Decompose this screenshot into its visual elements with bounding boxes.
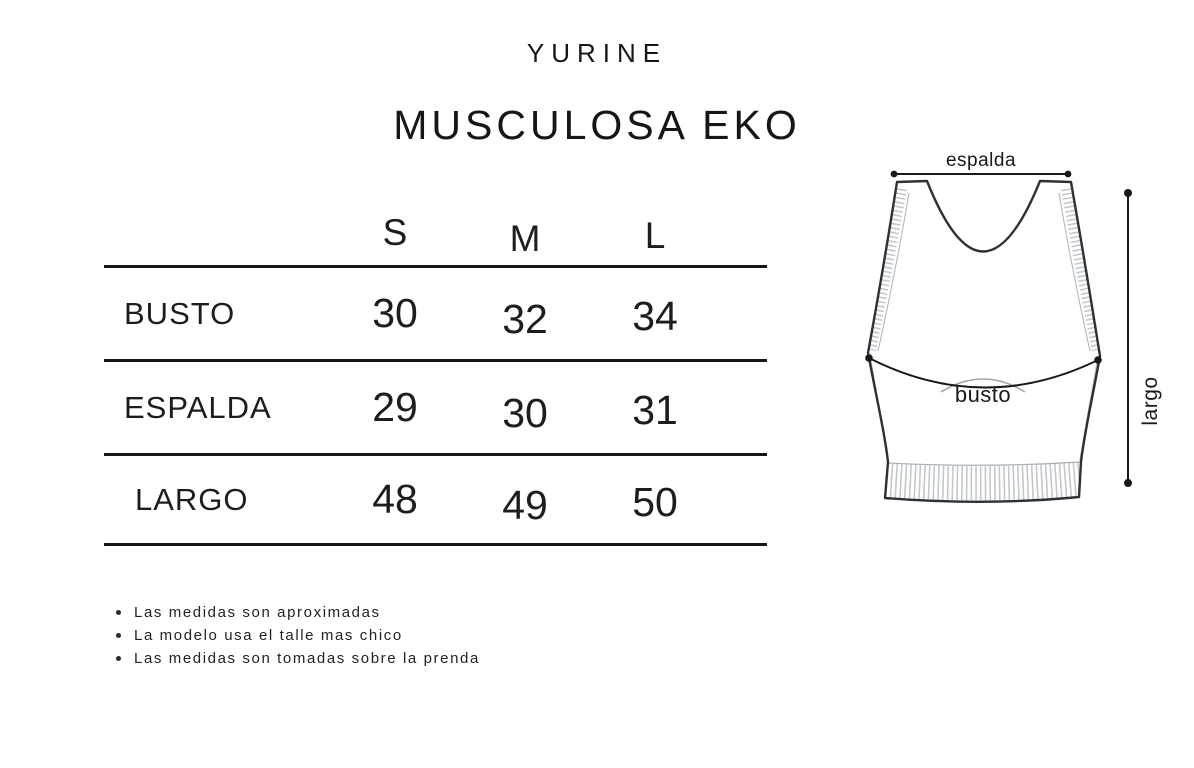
espalda-measure: [890, 170, 1072, 178]
row-label-largo: LARGO: [135, 481, 249, 517]
largo-label: largo: [1139, 376, 1162, 425]
cell-busto-m: 32: [502, 296, 548, 342]
note-item: Las medidas son aproximadas: [116, 601, 480, 624]
armhole-inner-line-right: [1058, 192, 1091, 352]
table-rule: [104, 265, 767, 268]
row-label-espalda: ESPALDA: [124, 389, 272, 425]
espalda-label: espalda: [946, 150, 1016, 171]
measure-endpoint-dot: [1064, 170, 1072, 178]
brand-name: YURINE: [526, 38, 668, 68]
product-title: MUSCULOSA EKO: [393, 102, 801, 148]
row-label-busto: BUSTO: [124, 295, 236, 331]
cell-largo-s: 48: [372, 476, 418, 522]
size-table: S M L BUSTO 30 32 34 ESPALDA 29 30 31 LA…: [104, 200, 767, 550]
tank-top-body: [868, 181, 1100, 502]
neck-back-edge: [926, 181, 1041, 201]
neck-band-inner-edge: [926, 181, 1041, 218]
table-rule: [104, 543, 767, 546]
note-text: Las medidas son tomadas sobre la prenda: [134, 650, 480, 667]
armhole-rib-right: [1061, 188, 1100, 352]
bullet-dot: [116, 610, 121, 615]
neck-back-shadow: [927, 181, 1040, 218]
notes-list: Las medidas son aproximadas La modelo us…: [116, 601, 480, 670]
armhole-rib-left: [868, 188, 907, 352]
measure-endpoint-dot: [1124, 479, 1132, 487]
bullet-dot: [116, 656, 121, 661]
garment-measurement-diagram: espalda busto largo: [865, 150, 1162, 503]
underbust-seam: [940, 378, 1026, 393]
cell-espalda-s: 29: [372, 384, 418, 430]
note-text: La modelo usa el talle mas chico: [134, 627, 403, 644]
note-item: Las medidas son tomadas sobre la prenda: [116, 647, 480, 670]
cell-espalda-l: 31: [632, 387, 678, 433]
hem-top-line: [887, 461, 1081, 466]
busto-label: busto: [955, 382, 1011, 407]
cell-largo-m: 49: [502, 482, 548, 528]
cell-busto-l: 34: [632, 293, 678, 339]
armhole-inner-line-left: [877, 192, 910, 352]
busto-measure-curve: [868, 357, 1099, 389]
measure-endpoint-dot: [865, 354, 873, 362]
size-column-header-m: M: [509, 217, 541, 259]
cell-busto-s: 30: [372, 290, 418, 336]
size-column-header-l: L: [644, 214, 666, 256]
note-item: La modelo usa el talle mas chico: [116, 624, 480, 647]
measure-endpoint-dot: [890, 170, 898, 178]
busto-measure: [865, 354, 1102, 389]
measure-endpoint-dot: [1124, 189, 1132, 197]
tank-top-outline: [866, 179, 1102, 503]
size-column-header-s: S: [382, 211, 408, 253]
bullet-dot: [116, 633, 121, 638]
cell-espalda-m: 30: [502, 390, 548, 436]
largo-measure: [1124, 189, 1132, 487]
note-text: Las medidas son aproximadas: [134, 604, 381, 621]
table-rule: [104, 453, 767, 456]
cell-largo-l: 50: [632, 479, 678, 525]
measure-endpoint-dot: [1094, 356, 1102, 364]
table-rule: [104, 359, 767, 362]
